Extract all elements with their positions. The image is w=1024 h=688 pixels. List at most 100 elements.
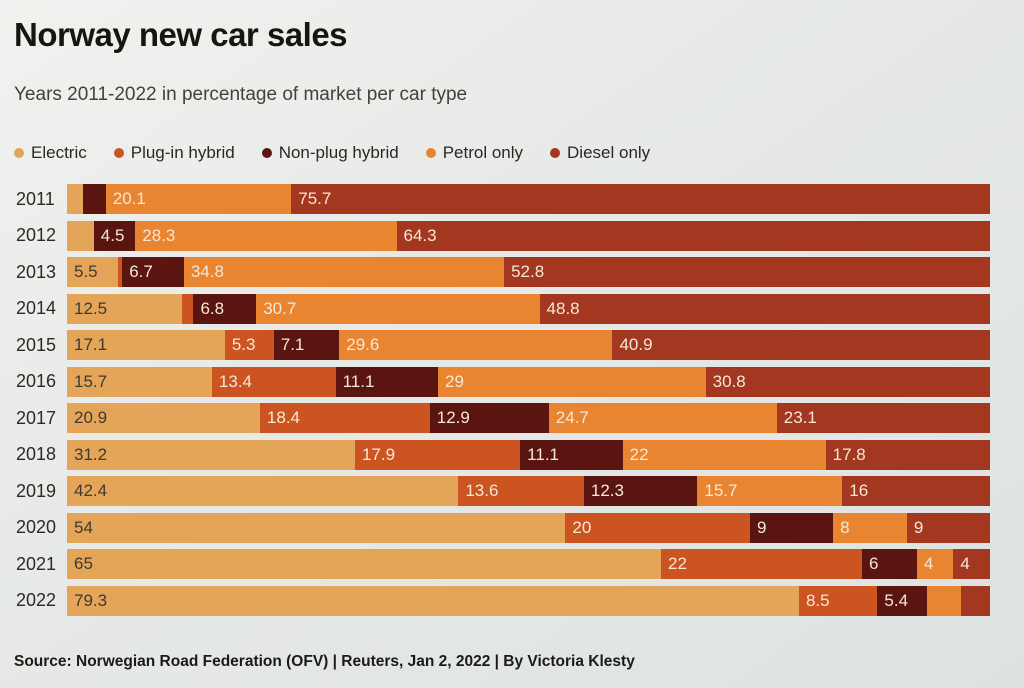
- bar-segment-plug-in-hybrid: [117, 257, 123, 287]
- bar-track: 42.4 13.6 12.3 15.7 16: [67, 476, 990, 506]
- bar-value-label: 13.4: [218, 371, 252, 391]
- bar-value-label: 5.5: [74, 262, 98, 281]
- year-label: 2012: [16, 225, 57, 245]
- legend-item-petrol-only: Petrol only: [425, 143, 523, 163]
- bar-track: 54 20 9 8 9: [67, 512, 990, 543]
- bar-value-label: 30.7: [263, 298, 297, 318]
- bar-segment-non-plug-hybrid: 6.7: [122, 257, 184, 287]
- bar-track: 79.3 8.5 5.4: [67, 585, 990, 616]
- bar-value-label: 7.1: [280, 335, 305, 354]
- bar-row-2017: 2017 20.9 18.4 12.9 24.7 23.1: [16, 403, 990, 433]
- bar-segment-non-plug-hybrid: 11.1: [520, 439, 623, 470]
- legend-label: Non-plug hybrid: [278, 143, 399, 162]
- bar-value-label: 20: [572, 517, 592, 537]
- bar-segment-plug-in-hybrid: 8.5: [798, 585, 878, 616]
- bar-row-2016: 2016 15.7 13.4 11.1 29 30.8: [16, 366, 990, 397]
- bar-segment-diesel-only: 40.9: [612, 330, 990, 360]
- bar-segment-petrol-only: 34.8: [183, 257, 505, 287]
- bar-value-label: 11.1: [342, 371, 375, 391]
- bar-segment-plug-in-hybrid: 17.9: [354, 439, 521, 470]
- bar-segment-diesel-only: 52.8: [504, 257, 990, 287]
- bar-row-2020: 2020 54 20 9 8 9: [16, 512, 990, 543]
- bar-value-label: 31.2: [74, 444, 108, 464]
- bar-value-label: 16: [849, 481, 869, 500]
- bar-value-label: 15.7: [74, 371, 108, 391]
- bar-segment-electric: 20.9: [67, 403, 260, 433]
- bar-segment-petrol-only: 4: [916, 549, 954, 579]
- bar-segment-non-plug-hybrid: 11.1: [335, 366, 439, 397]
- bar-chart: 2011 20.1 75.7 2012 4.5 28.3 64.3 2013 5.5 6.7 34.…: [16, 184, 990, 622]
- bar-segment-plug-in-hybrid: [182, 293, 194, 324]
- bar-value-label: 20.1: [112, 189, 146, 208]
- bar-track: 65 22 6 4 4: [67, 549, 990, 579]
- bar-segment-diesel-only: [961, 585, 990, 616]
- bar-row-2018: 2018 31.2 17.9 11.1 22 17.8: [16, 439, 990, 470]
- bar-segment-electric: 31.2: [67, 439, 355, 470]
- bar-value-label: 52.8: [511, 262, 545, 281]
- year-label: 2018: [16, 444, 57, 464]
- bar-segment-petrol-only: 8: [833, 512, 907, 543]
- year-label: 2013: [16, 261, 57, 282]
- bar-value-label: 30.8: [712, 371, 746, 391]
- legend-dot-plug-in-hybrid: [113, 148, 124, 158]
- year-label: 2021: [16, 553, 57, 574]
- bar-track: 20.1 75.7: [67, 184, 990, 214]
- legend-item-plug-in-hybrid: Plug-in hybrid: [113, 143, 235, 163]
- bar-track: 20.9 18.4 12.9 24.7 23.1: [67, 403, 990, 433]
- bar-value-label: 40.9: [619, 335, 653, 354]
- bar-value-label: 24.7: [555, 408, 589, 427]
- legend: Electric Plug-in hybrid Non-plug hybrid Pet…: [14, 143, 650, 163]
- bar-value-label: 13.6: [465, 481, 499, 500]
- bar-segment-electric: 17.1: [67, 330, 225, 360]
- bar-segment-electric: [67, 184, 83, 214]
- bar-value-label: 6.8: [200, 298, 225, 318]
- bar-value-label: 4.5: [100, 225, 125, 245]
- bar-value-label: 12.5: [74, 298, 108, 318]
- bar-segment-electric: 42.4: [67, 476, 459, 506]
- legend-label: Diesel only: [567, 143, 651, 162]
- bar-segment-non-plug-hybrid: 5.4: [877, 585, 928, 616]
- bar-value-label: 9: [757, 517, 767, 537]
- bar-row-2012: 2012 4.5 28.3 64.3: [16, 220, 990, 251]
- bar-value-label: 4: [923, 554, 934, 573]
- bar-segment-diesel-only: 48.8: [539, 293, 990, 324]
- bar-segment-non-plug-hybrid: 9: [750, 512, 834, 543]
- bar-value-label: 34.8: [190, 262, 224, 281]
- legend-item-diesel-only: Diesel only: [550, 143, 650, 163]
- bar-value-label: 4: [960, 554, 970, 573]
- year-label: 2011: [16, 188, 55, 209]
- year-label: 2015: [16, 334, 57, 355]
- bar-segment-petrol-only: 22: [622, 439, 826, 470]
- bar-value-label: 5.4: [884, 590, 909, 610]
- bar-segment-petrol-only: 28.3: [135, 220, 397, 251]
- bar-segment-petrol-only: 30.7: [256, 293, 540, 324]
- bar-value-label: 64.3: [403, 225, 437, 245]
- bar-value-label: 29.6: [346, 335, 380, 354]
- legend-label: Plug-in hybrid: [130, 143, 235, 162]
- bar-segment-diesel-only: 75.7: [291, 184, 990, 214]
- year-label: 2019: [16, 480, 57, 501]
- bar-segment-petrol-only: [927, 585, 962, 616]
- bar-value-label: 75.7: [298, 189, 332, 208]
- bar-segment-petrol-only: 15.7: [697, 476, 843, 506]
- bar-segment-non-plug-hybrid: 12.3: [583, 476, 698, 506]
- bar-track: 17.1 5.3 7.1 29.6 40.9: [67, 330, 990, 360]
- bar-value-label: 22: [629, 444, 649, 464]
- legend-label: Electric: [31, 143, 87, 162]
- year-label: 2014: [16, 298, 57, 318]
- bar-segment-plug-in-hybrid: 18.4: [259, 403, 430, 433]
- bar-segment-electric: 79.3: [67, 585, 799, 616]
- bar-track: 12.5 6.8 30.7 48.8: [67, 293, 990, 324]
- bar-track: 5.5 6.7 34.8 52.8: [67, 257, 990, 287]
- bar-segment-plug-in-hybrid: 13.6: [458, 476, 584, 506]
- bar-segment-electric: 12.5: [67, 293, 183, 324]
- bar-value-label: 12.9: [436, 408, 470, 427]
- bar-value-label: 17.1: [74, 335, 108, 354]
- bar-track: 15.7 13.4 11.1 29 30.8: [67, 366, 990, 397]
- bar-segment-non-plug-hybrid: 6.8: [193, 293, 257, 324]
- legend-dot-diesel-only: [550, 148, 561, 158]
- bar-value-label: 15.7: [704, 481, 738, 500]
- bar-segment-non-plug-hybrid: 7.1: [273, 330, 340, 360]
- bar-row-2011: 2011 20.1 75.7: [16, 184, 990, 214]
- bar-segment-diesel-only: 16: [842, 476, 990, 506]
